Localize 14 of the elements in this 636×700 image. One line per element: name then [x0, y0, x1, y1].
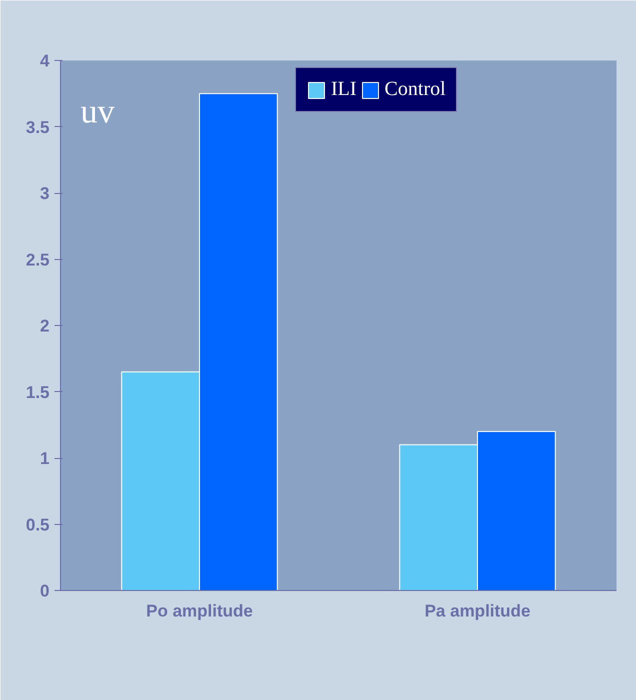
x-tick-label: Po amplitude [146, 602, 253, 620]
y-tick-label: 0 [40, 582, 50, 600]
y-axis-title: uv [80, 94, 114, 130]
y-tick-label: 1 [40, 449, 50, 468]
y-tick-label: 1.5 [26, 382, 50, 402]
y-tick-label: 2 [40, 316, 50, 336]
y-tick-label: 3 [40, 184, 50, 203]
x-tick-label: Pa amplitude [424, 602, 530, 620]
y-tick-label: 3.5 [26, 118, 50, 137]
y-tick-label: 4 [40, 52, 50, 70]
y-tick-label: 0.5 [26, 515, 50, 534]
legend-label: ILI [331, 78, 357, 101]
legend-label: Control [384, 78, 446, 101]
y-tick-label: 2.5 [26, 250, 50, 270]
